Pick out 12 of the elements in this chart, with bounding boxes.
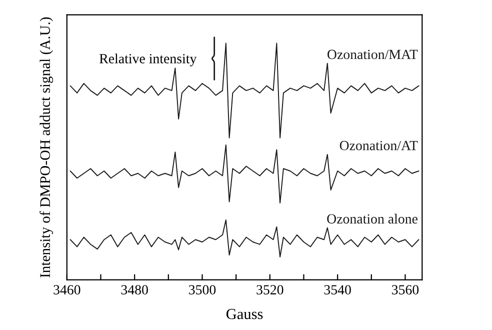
x-tick-label: 3560 (392, 285, 419, 294)
series-label: Ozonation alone (327, 214, 418, 224)
x-tick-label: 3500 (189, 285, 216, 294)
x-tick-label: 3460 (54, 285, 80, 294)
series-label: Ozonation/AT (340, 140, 418, 150)
x-tick-label: 3480 (121, 285, 148, 294)
series-label: Ozonation/MAT (328, 50, 418, 60)
x-axis-title: Gauss (226, 308, 263, 320)
x-tick-label: 3540 (324, 285, 351, 294)
y-axis-title: Intensity of DMPO-OH adduct signal (A.U.) (40, 17, 54, 278)
x-tick-label: 3520 (256, 285, 284, 294)
annotation: Relative intensity (100, 54, 197, 66)
